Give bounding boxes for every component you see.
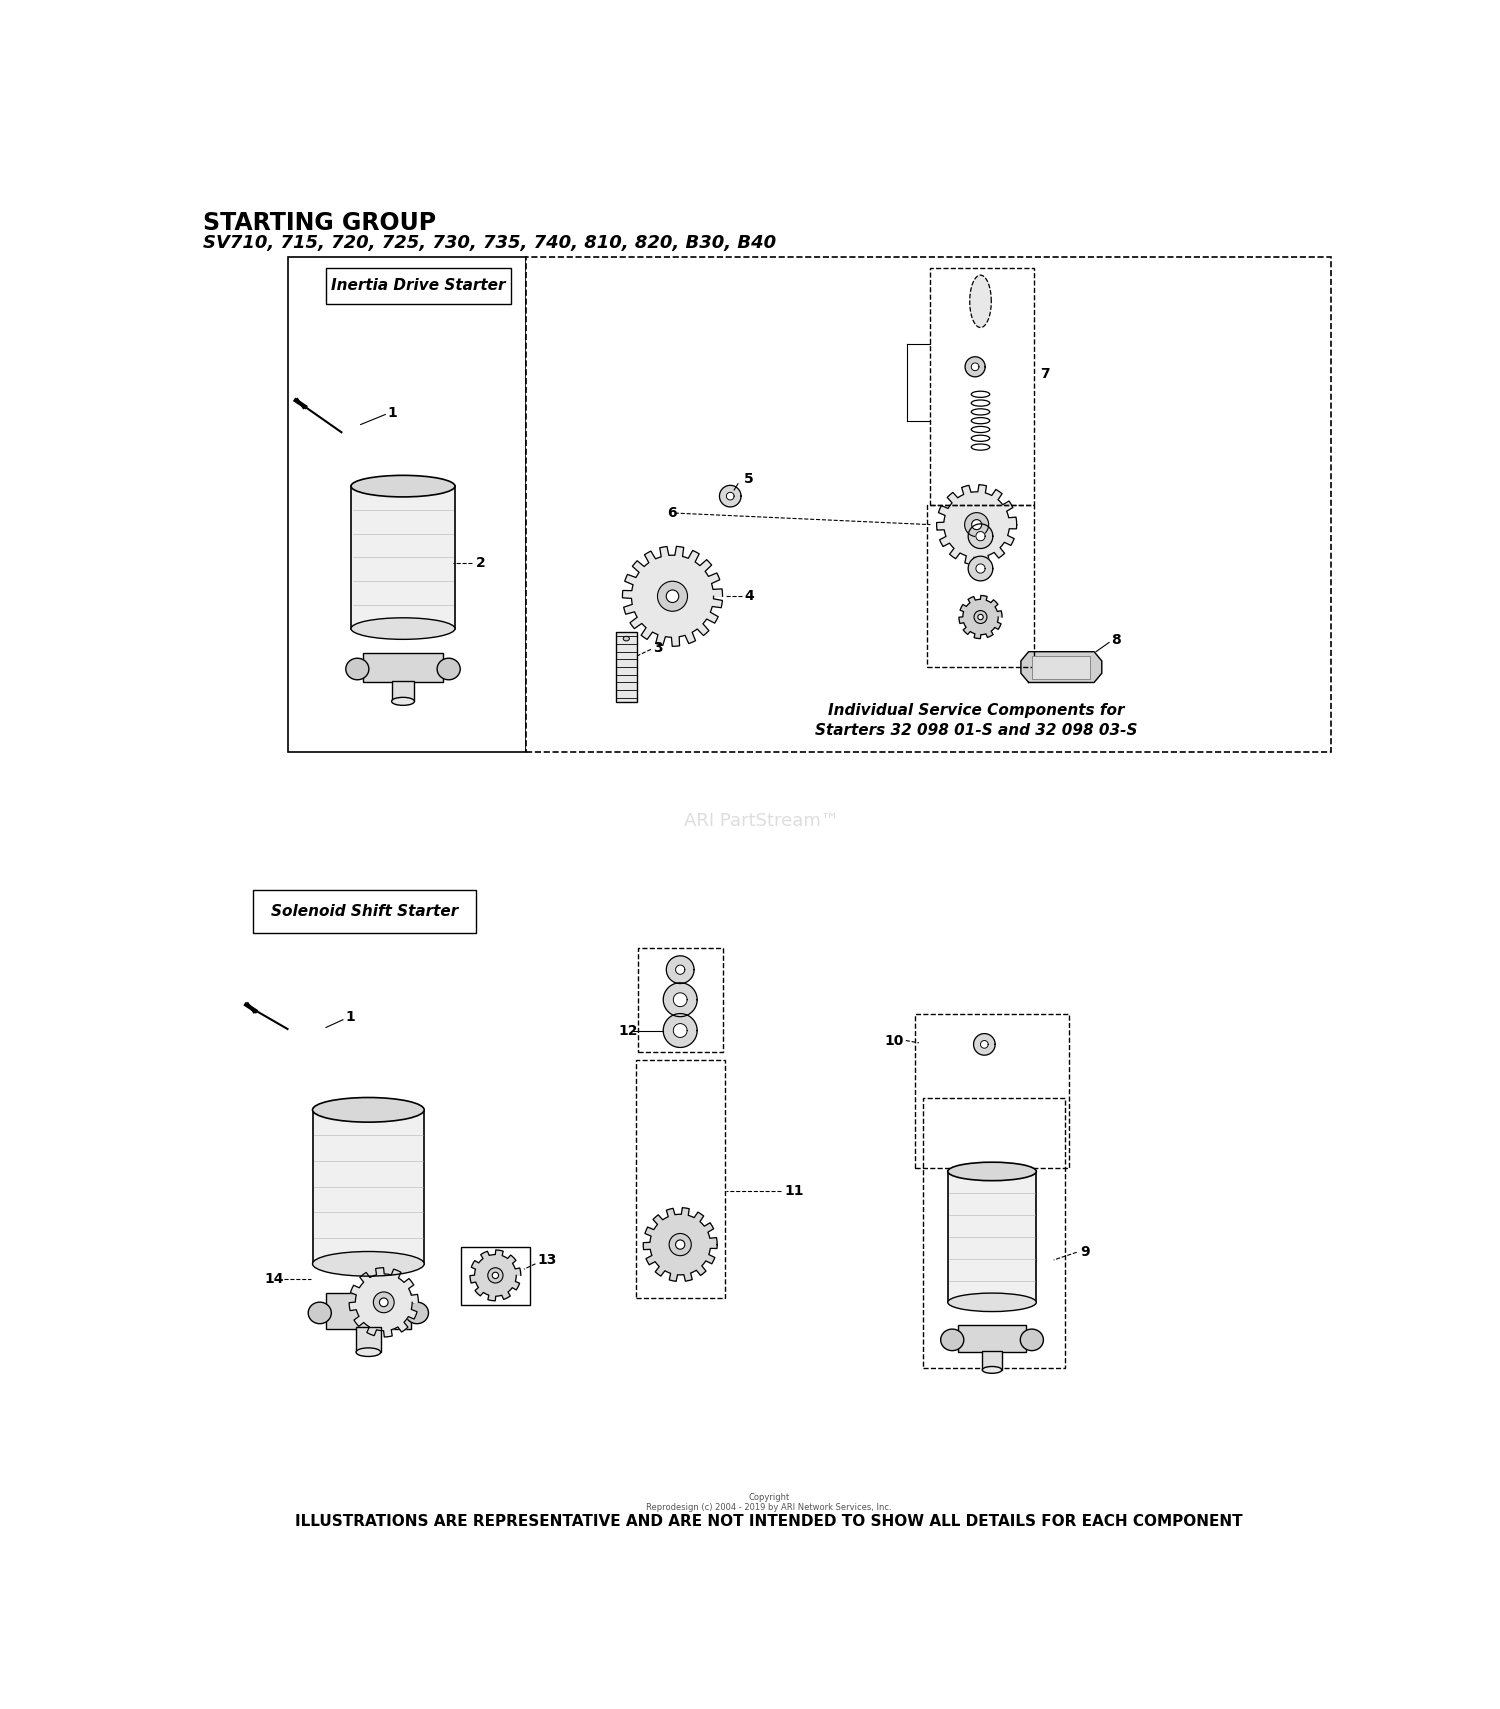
Text: Copyright
Reprodesign (c) 2004 - 2019 by ARI Network Services, Inc.: Copyright Reprodesign (c) 2004 - 2019 by… xyxy=(646,1492,891,1512)
Ellipse shape xyxy=(312,1251,424,1277)
Polygon shape xyxy=(720,485,741,508)
Text: 7: 7 xyxy=(1041,367,1050,381)
Bar xyxy=(915,1013,1070,1167)
Bar xyxy=(1032,656,1090,678)
Polygon shape xyxy=(969,275,992,328)
Text: 8: 8 xyxy=(1112,632,1120,648)
Ellipse shape xyxy=(964,513,988,537)
Text: 10: 10 xyxy=(884,1034,903,1048)
Bar xyxy=(948,1171,1036,1302)
Polygon shape xyxy=(350,1268,418,1336)
Ellipse shape xyxy=(436,658,460,680)
Text: 13: 13 xyxy=(537,1253,556,1266)
Ellipse shape xyxy=(972,520,981,530)
Text: Individual Service Components for: Individual Service Components for xyxy=(828,704,1125,718)
Ellipse shape xyxy=(351,475,454,497)
Polygon shape xyxy=(470,1249,520,1301)
Ellipse shape xyxy=(405,1302,429,1324)
Text: 4: 4 xyxy=(744,590,754,603)
Text: 1: 1 xyxy=(387,407,398,420)
Text: Starters 32 098 01-S and 32 098 03-S: Starters 32 098 01-S and 32 098 03-S xyxy=(816,723,1138,738)
Text: 3: 3 xyxy=(654,641,663,655)
Polygon shape xyxy=(622,547,723,646)
Ellipse shape xyxy=(669,1234,692,1256)
Bar xyxy=(927,506,1035,667)
Bar xyxy=(356,1328,381,1352)
Bar xyxy=(638,1183,723,1306)
Ellipse shape xyxy=(974,610,987,624)
Ellipse shape xyxy=(380,1299,388,1307)
Text: STARTING GROUP: STARTING GROUP xyxy=(202,212,436,236)
Polygon shape xyxy=(644,1208,717,1282)
Bar xyxy=(351,485,454,629)
Ellipse shape xyxy=(492,1271,498,1278)
Bar xyxy=(288,258,526,752)
Bar xyxy=(958,1324,1026,1352)
Ellipse shape xyxy=(948,1294,1036,1311)
Polygon shape xyxy=(674,993,687,1007)
Ellipse shape xyxy=(356,1348,381,1357)
Polygon shape xyxy=(666,955,694,984)
Text: 12: 12 xyxy=(618,1024,638,1037)
Text: SV710, 715, 720, 725, 730, 735, 740, 810, 820, B30, B40: SV710, 715, 720, 725, 730, 735, 740, 810… xyxy=(202,234,776,253)
Ellipse shape xyxy=(940,1330,964,1350)
Bar xyxy=(392,680,414,701)
Text: 11: 11 xyxy=(784,1184,804,1198)
Ellipse shape xyxy=(346,658,369,680)
Ellipse shape xyxy=(948,1162,1036,1181)
Text: 5: 5 xyxy=(744,472,754,485)
Polygon shape xyxy=(972,362,980,371)
Bar xyxy=(636,1060,724,1299)
Ellipse shape xyxy=(675,1241,686,1249)
Polygon shape xyxy=(936,485,1017,564)
Ellipse shape xyxy=(982,1367,1002,1374)
Polygon shape xyxy=(968,555,993,581)
Polygon shape xyxy=(976,531,986,540)
Bar xyxy=(326,1294,411,1330)
Text: Inertia Drive Starter: Inertia Drive Starter xyxy=(332,279,506,294)
Bar xyxy=(254,890,476,933)
Ellipse shape xyxy=(978,614,982,620)
Bar xyxy=(526,258,1330,752)
Text: 9: 9 xyxy=(1080,1246,1090,1260)
Bar xyxy=(312,1109,424,1265)
Bar xyxy=(460,1248,530,1304)
Text: ILLUSTRATIONS ARE REPRESENTATIVE AND ARE NOT INTENDED TO SHOW ALL DETAILS FOR EA: ILLUSTRATIONS ARE REPRESENTATIVE AND ARE… xyxy=(296,1514,1242,1530)
Bar xyxy=(922,1099,1065,1367)
Ellipse shape xyxy=(622,636,630,641)
Ellipse shape xyxy=(312,1097,424,1123)
Text: 6: 6 xyxy=(668,506,676,520)
Polygon shape xyxy=(675,966,686,974)
Bar xyxy=(326,268,512,304)
Ellipse shape xyxy=(1020,1330,1044,1350)
Polygon shape xyxy=(981,1041,988,1048)
Ellipse shape xyxy=(351,617,454,639)
Polygon shape xyxy=(663,983,698,1017)
Polygon shape xyxy=(1022,651,1102,682)
Bar xyxy=(363,653,442,682)
Text: 2: 2 xyxy=(476,555,486,571)
Text: 14: 14 xyxy=(264,1271,284,1287)
Bar xyxy=(930,268,1035,506)
Text: 1: 1 xyxy=(345,1010,355,1024)
Ellipse shape xyxy=(488,1268,502,1283)
Polygon shape xyxy=(968,525,993,549)
Polygon shape xyxy=(976,564,986,573)
Bar xyxy=(982,1350,1002,1371)
Ellipse shape xyxy=(374,1292,394,1313)
Polygon shape xyxy=(974,1034,994,1054)
Text: ARI PartStream™: ARI PartStream™ xyxy=(684,812,838,831)
Polygon shape xyxy=(663,1013,698,1048)
Text: Solenoid Shift Starter: Solenoid Shift Starter xyxy=(272,904,458,919)
Ellipse shape xyxy=(392,697,414,706)
Ellipse shape xyxy=(657,581,687,612)
Polygon shape xyxy=(958,595,1002,639)
Bar xyxy=(638,948,723,1053)
Polygon shape xyxy=(726,492,734,501)
Polygon shape xyxy=(964,357,986,376)
Ellipse shape xyxy=(308,1302,332,1324)
Ellipse shape xyxy=(666,590,680,603)
Polygon shape xyxy=(674,1024,687,1037)
Bar xyxy=(615,632,638,702)
